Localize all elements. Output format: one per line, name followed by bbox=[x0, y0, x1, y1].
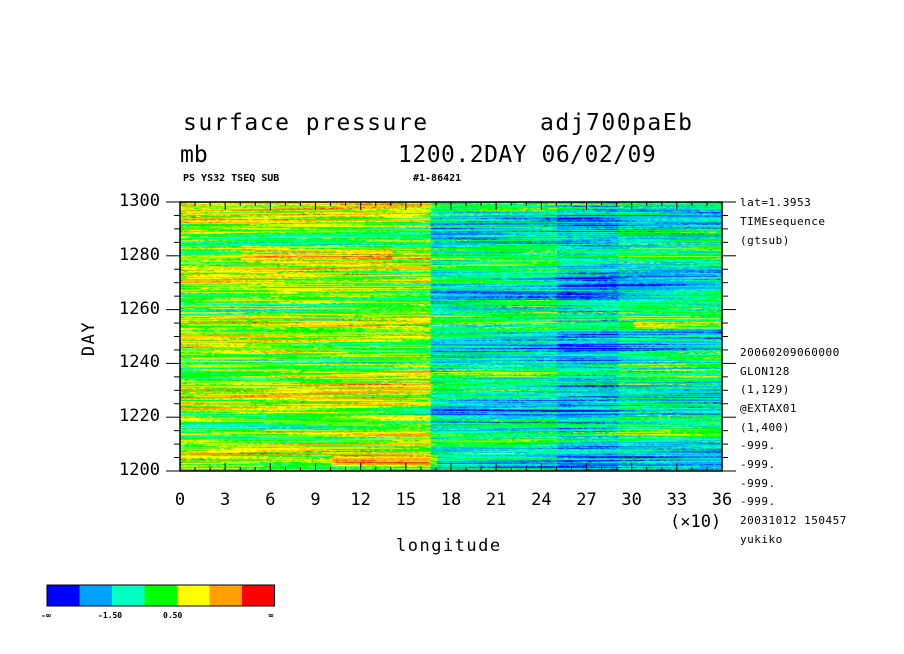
info-line: (1,400) bbox=[740, 421, 790, 434]
colorbar-label: ∞ bbox=[268, 611, 274, 620]
info-line: (1,129) bbox=[740, 383, 790, 396]
x-tick-label: 33 bbox=[666, 490, 688, 510]
y-tick-label: 1280 bbox=[119, 244, 160, 265]
x-tick-label: 9 bbox=[310, 490, 321, 510]
x-tick-label: 18 bbox=[440, 490, 462, 510]
x-tick-label: 3 bbox=[220, 490, 231, 510]
colorbar-swatch bbox=[209, 585, 242, 606]
x-tick-label: 6 bbox=[265, 490, 276, 510]
info-line: yukiko bbox=[740, 533, 783, 546]
x-tick-label: 15 bbox=[395, 490, 417, 510]
info-line: -999. bbox=[740, 495, 776, 508]
x-tick-label: 24 bbox=[531, 490, 552, 510]
x-tick-label: 0 bbox=[174, 490, 186, 510]
x-tick-label: 27 bbox=[576, 490, 597, 510]
x-tick-label: 30 bbox=[621, 490, 642, 510]
info-line: GLON128 bbox=[740, 365, 790, 378]
x-axis-label: longitude bbox=[396, 536, 502, 556]
colorbar-label: 0.50 bbox=[163, 611, 183, 620]
info-line: @EXTAX01 bbox=[740, 402, 797, 415]
info-line: -999. bbox=[740, 477, 776, 490]
experiment-name: adj700paEb bbox=[540, 110, 694, 136]
x-tick-label: 12 bbox=[350, 490, 371, 510]
y-tick-label: 1200 bbox=[119, 460, 160, 480]
info-line: 20031012 150457 bbox=[740, 514, 847, 527]
x-tick-label: 21 bbox=[485, 490, 507, 510]
subtitle-right: #1-86421 bbox=[413, 173, 462, 184]
heatmap-field bbox=[180, 202, 722, 471]
subtitle-left: PS YS32 TSEQ SUB bbox=[183, 173, 280, 184]
x-tick-label: 36 bbox=[711, 490, 733, 510]
colorbar-swatch bbox=[177, 585, 210, 606]
y-tick-label: 1260 bbox=[119, 298, 160, 319]
info-line: 20060209060000 bbox=[740, 346, 840, 359]
colorbar-swatch bbox=[112, 585, 145, 606]
chart-title: surface pressure bbox=[183, 110, 429, 136]
day-label: 1200.2DAY 06/02/09 bbox=[398, 142, 657, 168]
y-tick-label: 1300 bbox=[119, 191, 160, 211]
colorbar-label: -∞ bbox=[41, 611, 51, 620]
y-tick-label: 1240 bbox=[119, 352, 160, 373]
info-line: TIMEsequence bbox=[740, 215, 826, 228]
colorbar-swatch bbox=[47, 585, 80, 606]
colorbar-frame bbox=[46, 584, 275, 607]
colorbar-swatch bbox=[144, 585, 177, 606]
unit-label: mb bbox=[180, 142, 208, 168]
info-line: lat=1.3953 bbox=[740, 196, 812, 209]
x-scale-note: (×10) bbox=[670, 512, 722, 532]
info-line: (gtsub) bbox=[740, 234, 790, 247]
info-line: -999. bbox=[740, 458, 776, 471]
colorbar-swatch bbox=[242, 585, 275, 606]
colorbar-label: -1.50 bbox=[98, 611, 123, 620]
colorbar-swatch bbox=[79, 585, 112, 606]
y-tick-label: 1220 bbox=[119, 406, 160, 427]
info-line: -999. bbox=[740, 439, 776, 452]
